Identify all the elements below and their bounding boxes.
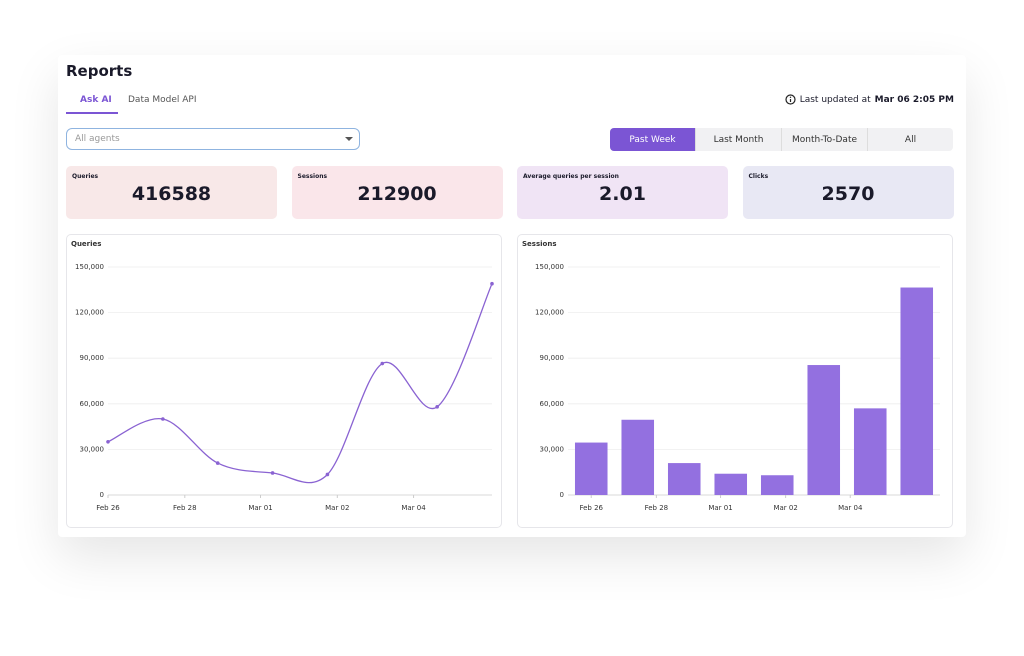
tab[interactable]: Ask AI [80, 95, 112, 105]
bar [667, 463, 701, 495]
y-tick-label: 120,000 [75, 309, 104, 317]
stat-value: 212900 [357, 183, 437, 205]
stat-value: 416588 [131, 183, 212, 205]
y-tick-label: 30,000 [80, 445, 105, 453]
point [325, 472, 330, 477]
y-tick-label: 150,000 [535, 263, 564, 271]
placeholder: All agents [75, 134, 120, 144]
y-tick-label: 120,000 [535, 309, 564, 317]
range-option[interactable]: All [867, 128, 953, 151]
page-title: Reports [66, 62, 133, 80]
y-tick-label: 0 [560, 491, 564, 499]
x-tick-label: Mar 02 [325, 504, 349, 512]
bar [714, 473, 748, 495]
x-tick-label: Feb 26 [96, 504, 120, 512]
point [380, 361, 385, 366]
chevron [345, 137, 353, 141]
tab-underline [66, 112, 118, 114]
range-selector: Past Week Last Month Month-To-Date All [610, 128, 953, 151]
x-tick-label: Mar 04 [838, 504, 863, 512]
point [161, 417, 165, 421]
point [270, 471, 275, 475]
tab[interactable]: Data Model API [128, 95, 197, 105]
y-tick-label: 150,000 [75, 263, 104, 271]
x-tick-label: Mar 04 [401, 504, 426, 512]
x-tick-label: Feb 28 [173, 504, 197, 512]
range-option[interactable]: Month-To-Date [781, 128, 867, 151]
x-tick-label: Feb 26 [579, 504, 603, 512]
stat-value: 2.01 [599, 183, 646, 205]
x-tick-label: Mar 01 [248, 504, 272, 512]
chart-title: Queries [71, 240, 101, 248]
y-tick-label: 30,000 [540, 445, 565, 453]
stat-value: 2570 [821, 183, 875, 205]
x-tick-label: Feb 28 [645, 504, 669, 512]
y-tick-label: 60,000 [80, 400, 105, 408]
last-updated: Last updated at Mar 06 2:05 PM [785, 94, 954, 105]
point [215, 461, 220, 465]
line [107, 283, 493, 484]
stat-card: Queries 416588 [66, 166, 277, 219]
point [435, 405, 439, 409]
stat-label: Sessions [297, 173, 328, 180]
y-tick-label: 0 [100, 491, 104, 499]
stat-label: Average queries per session [523, 173, 619, 180]
stat-card: Clicks 2570 [742, 166, 954, 219]
updated-label: Last updated at [799, 94, 871, 105]
chart-card [66, 234, 502, 528]
y-tick-label: 60,000 [540, 400, 565, 408]
point [106, 440, 110, 444]
bar [853, 408, 887, 495]
stat-label: Queries [72, 173, 99, 180]
stat-card: Average queries per session 2.01 [517, 166, 728, 219]
y-tick-label: 90,000 [540, 354, 565, 362]
bar [621, 419, 655, 495]
chart-card [517, 234, 953, 528]
x-tick-label: Mar 01 [708, 504, 732, 512]
chart-title: Sessions [522, 240, 556, 248]
bar [574, 442, 608, 495]
stat-label: Clicks [748, 173, 769, 180]
range-option[interactable]: Last Month [695, 128, 781, 151]
bar [900, 287, 934, 495]
agent-select[interactable]: All agents [66, 128, 360, 150]
x-tick-label: Mar 02 [773, 504, 797, 512]
updated-value: Mar 06 2:05 PM [874, 94, 954, 105]
range-option[interactable]: Past Week [610, 128, 695, 151]
bar [760, 475, 794, 495]
bar [807, 365, 841, 495]
stat-card: Sessions 212900 [291, 166, 503, 219]
point [490, 281, 494, 286]
info-icon [785, 94, 796, 105]
y-tick-label: 90,000 [80, 354, 105, 362]
